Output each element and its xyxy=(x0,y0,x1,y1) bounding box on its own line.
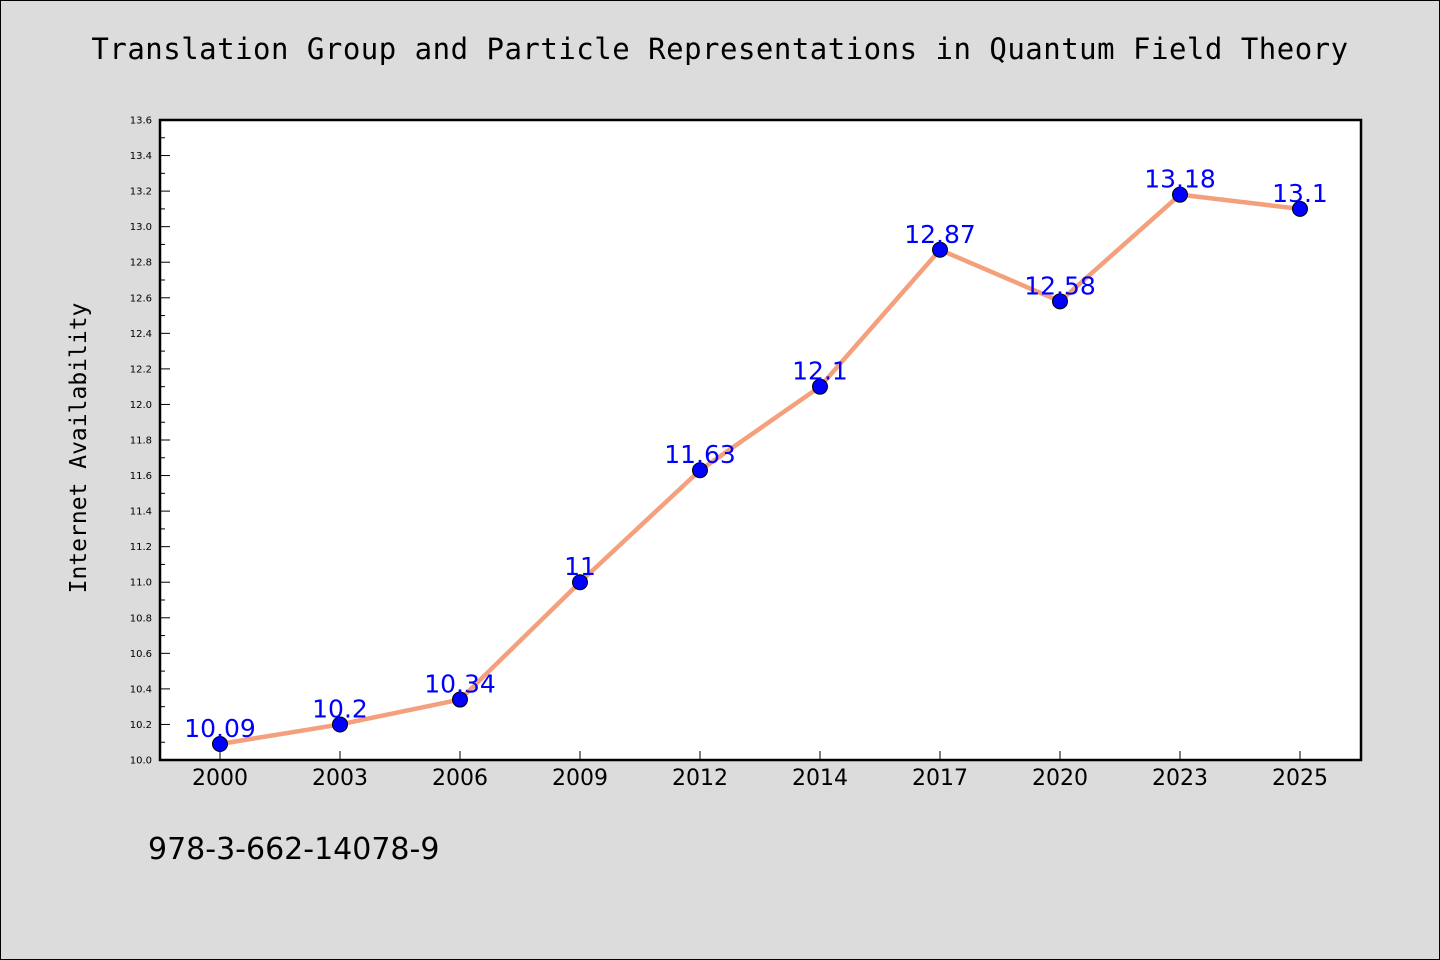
x-tick-label: 2009 xyxy=(552,766,608,791)
x-tick-label: 2023 xyxy=(1152,766,1208,791)
y-tick-label: 10.0 xyxy=(130,756,152,767)
y-axis-title: Internet Availability xyxy=(66,303,92,594)
data-label: 10.34 xyxy=(424,670,496,699)
data-label: 13.1 xyxy=(1272,179,1328,208)
y-tick-label: 12.0 xyxy=(130,400,152,411)
x-tick-label: 2017 xyxy=(912,766,968,791)
data-point xyxy=(932,241,948,258)
isbn-text: 978-3-662-14078-9 xyxy=(148,832,440,867)
y-tick-label: 12.4 xyxy=(130,329,152,340)
y-tick-label: 10.6 xyxy=(130,649,152,660)
y-tick-label: 13.0 xyxy=(130,222,152,233)
y-tick-label: 11.2 xyxy=(130,542,152,553)
y-tick-label: 13.4 xyxy=(130,151,152,162)
y-tick-label: 12.6 xyxy=(130,293,152,304)
data-label: 10.2 xyxy=(312,694,368,723)
y-tick-label: 11.8 xyxy=(130,436,152,447)
data-label: 12.87 xyxy=(904,220,976,249)
x-tick-label: 2000 xyxy=(192,766,248,791)
y-axis: 10.0 10.2 10.4 10.6 10.8 11.0 11.2 11.4 11.6 11.8… xyxy=(130,116,170,767)
plot-area xyxy=(158,118,1363,762)
x-tick-label: 2012 xyxy=(672,766,728,791)
data-point xyxy=(692,462,708,479)
data-label: 11.63 xyxy=(664,440,736,469)
data-point xyxy=(572,574,588,591)
data-label: 10.09 xyxy=(184,714,256,743)
y-tick-label: 13.2 xyxy=(130,187,152,198)
data-point xyxy=(1292,200,1308,217)
data-label: 12.1 xyxy=(792,357,848,386)
y-tick-label: 12.2 xyxy=(130,364,152,375)
y-tick-label: 11.6 xyxy=(130,471,152,482)
data-point xyxy=(1172,186,1188,203)
y-tick-label: 10.2 xyxy=(130,720,152,731)
y-tick-label: 11.0 xyxy=(130,578,152,589)
data-point xyxy=(1052,293,1068,310)
y-tick-label: 10.4 xyxy=(130,684,152,695)
x-tick-label: 2020 xyxy=(1032,766,1088,791)
series-layer xyxy=(212,186,1308,752)
x-tick-label: 2006 xyxy=(432,766,488,791)
data-point xyxy=(332,716,348,733)
x-axis: 2000 2003 2006 2009 2012 2014 2017 2020 2023 2025 xyxy=(192,751,1328,791)
data-point xyxy=(212,736,228,752)
x-tick-label: 2025 xyxy=(1272,766,1328,791)
data-label-layer: 10.09 10.2 10.34 11 11.63 12.1 12.87 12.58 13.18… xyxy=(184,165,1328,743)
data-label: 12.58 xyxy=(1024,271,1096,300)
data-point xyxy=(812,378,828,395)
series-line xyxy=(217,192,1303,747)
data-point xyxy=(452,691,468,708)
x-tick-label: 2014 xyxy=(792,766,848,791)
y-tick-label: 11.4 xyxy=(130,507,152,518)
data-label: 13.18 xyxy=(1144,165,1216,194)
y-tick-label: 12.8 xyxy=(130,258,152,269)
chart-title: Translation Group and Particle Represent… xyxy=(91,32,1349,66)
y-tick-label: 10.8 xyxy=(130,613,152,624)
data-label: 11 xyxy=(564,552,596,581)
y-tick-label: 13.6 xyxy=(130,116,152,127)
x-tick-label: 2003 xyxy=(312,766,368,791)
